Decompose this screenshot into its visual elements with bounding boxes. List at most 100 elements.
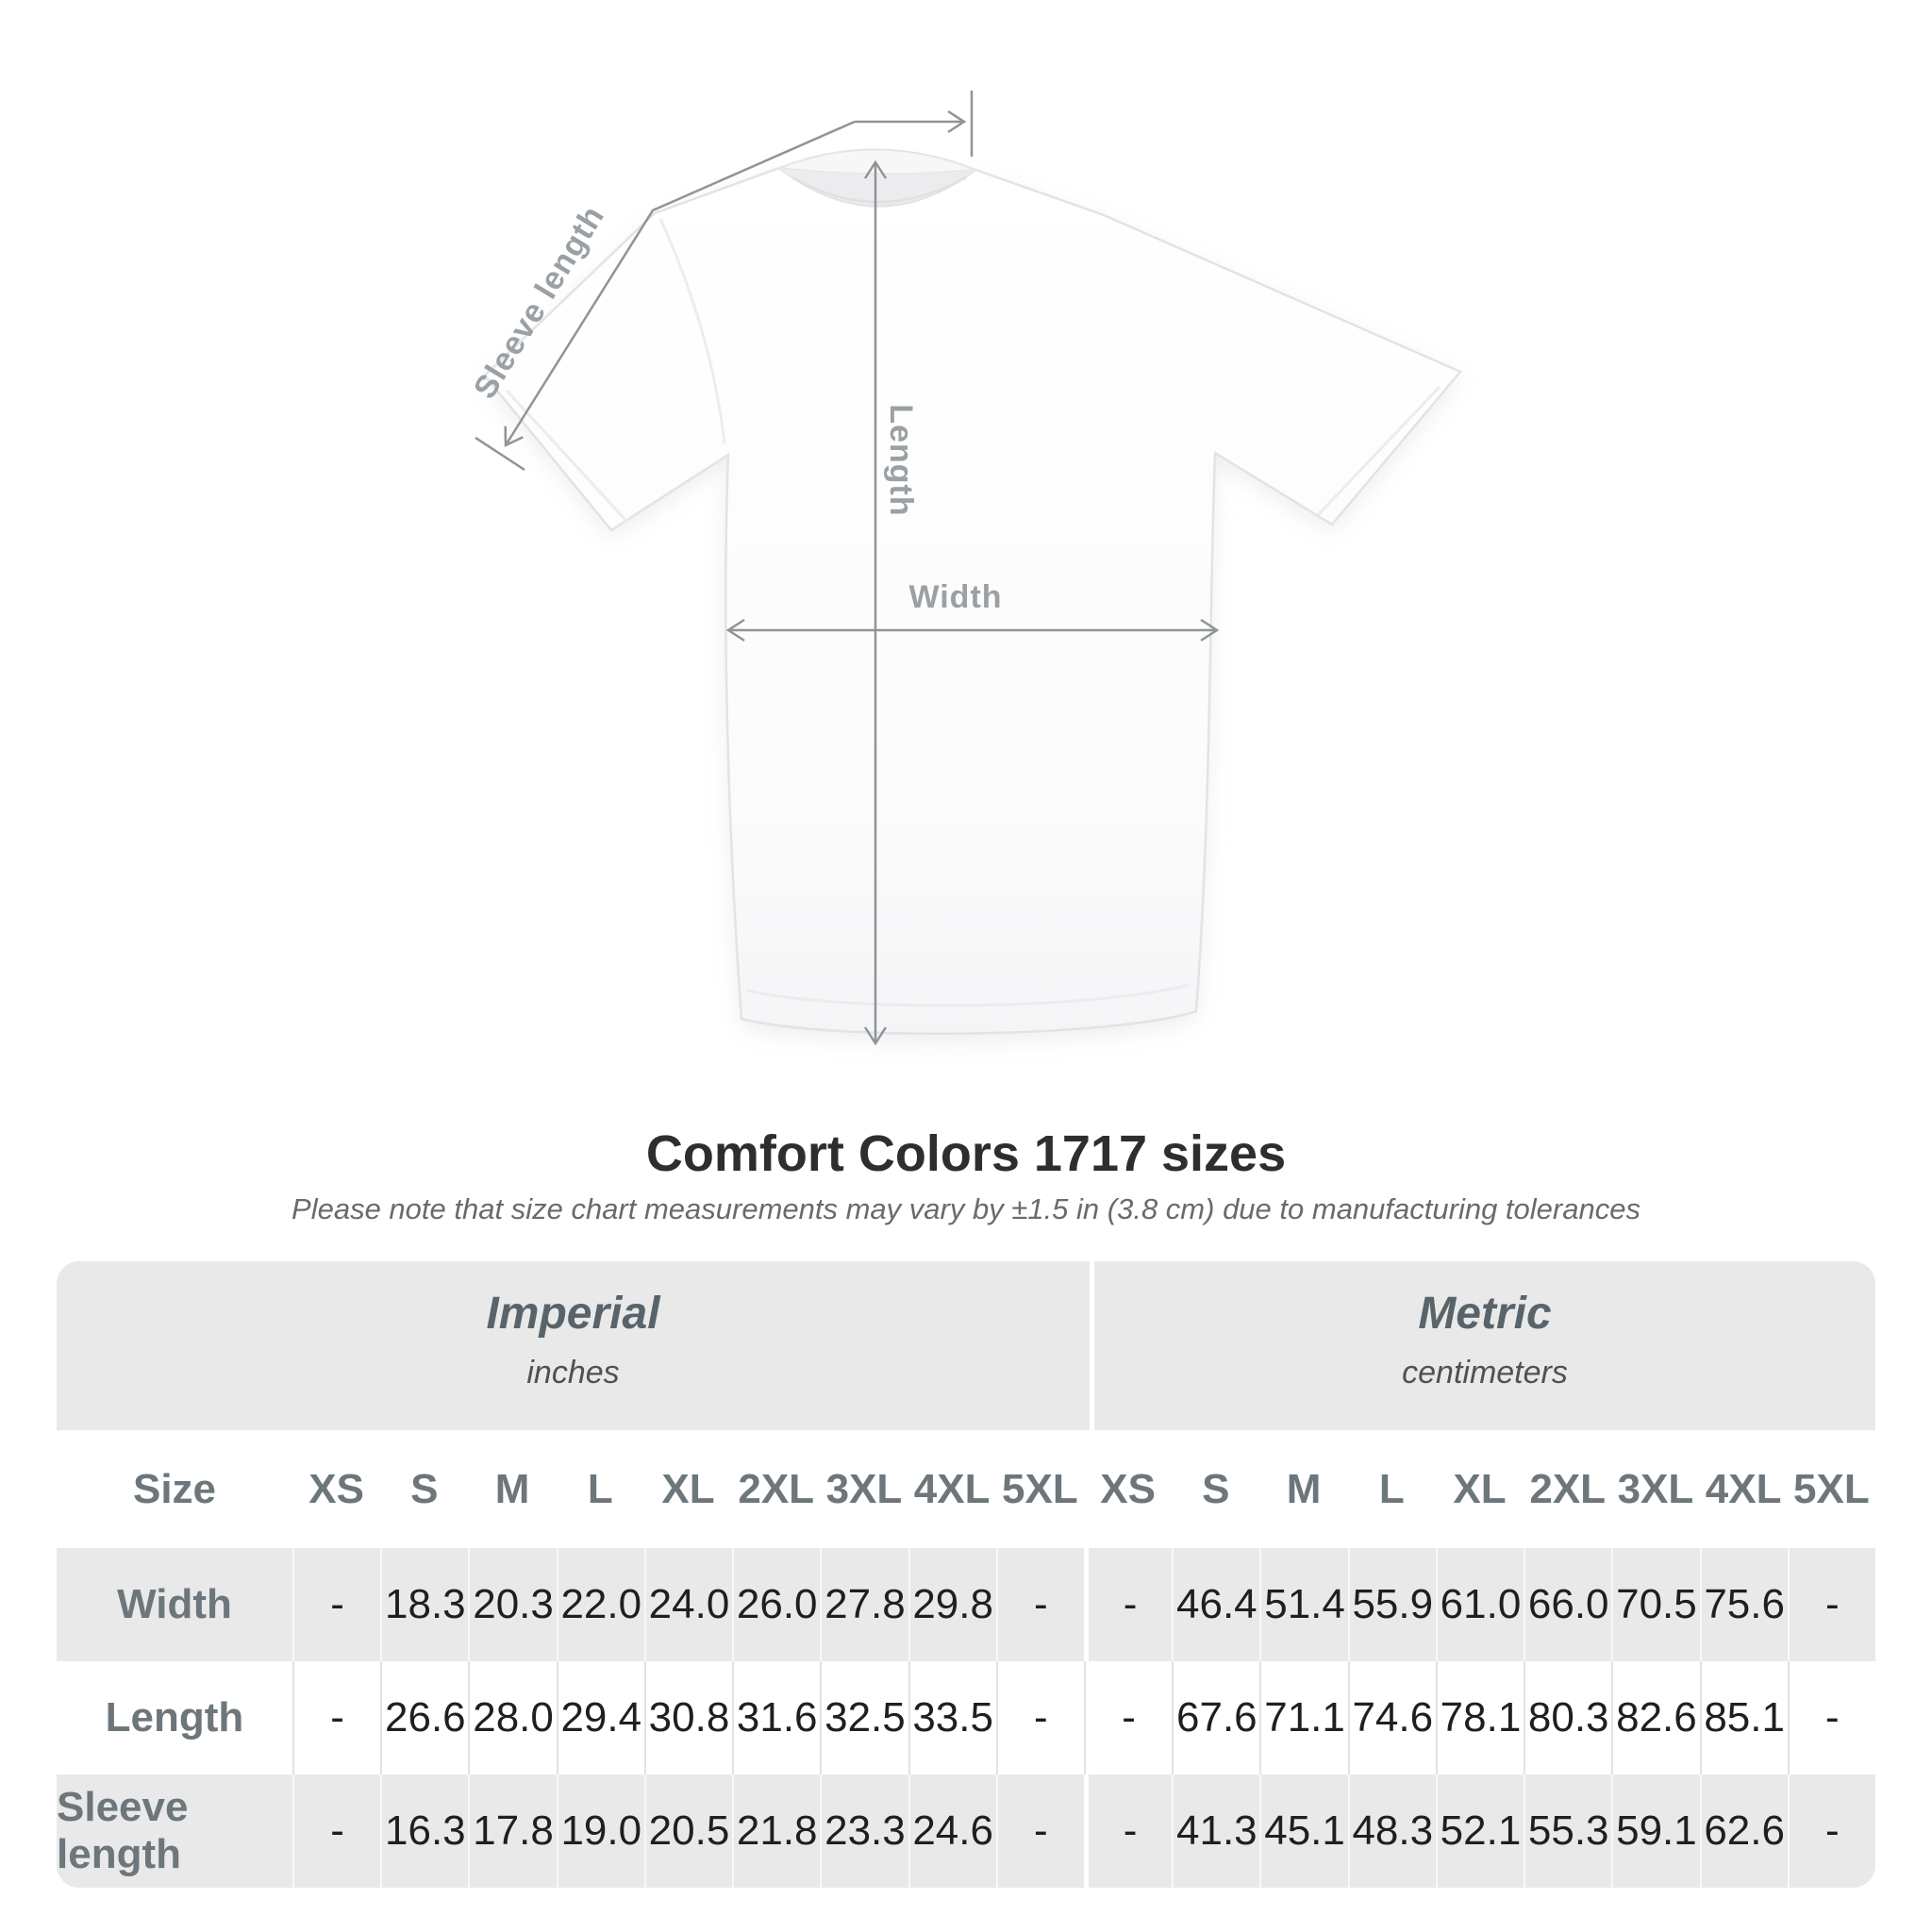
measure-row-sleeve-length: Sleeve length -16.3 17.8 19.0 20.5 21.8 23.3 2… (57, 1774, 1875, 1888)
length-label: Length (883, 404, 919, 516)
page-title: Comfort Colors 1717 sizes (645, 1125, 1287, 1182)
tshirt-collar-back (778, 148, 976, 175)
row-label-length: Length (105, 1694, 244, 1740)
measurement-value: 29.4 (556, 1661, 644, 1774)
measurement-value: 26.6 (380, 1661, 468, 1774)
sleeve-measure-diagonal (504, 120, 856, 446)
measurement-value: 59.1 (1611, 1774, 1699, 1888)
measurement-value: 22.0 (556, 1548, 644, 1661)
size-col-header: M (1286, 1465, 1322, 1512)
measurement-value: 62.6 (1699, 1774, 1788, 1888)
measurement-value: 46.4 (1172, 1548, 1259, 1661)
measurement-value: - (1787, 1774, 1875, 1888)
arrowhead-down-icon (863, 1026, 888, 1046)
tshirt-neck-opening (779, 168, 975, 206)
arrowhead-up-icon (863, 159, 888, 179)
measurement-value: 82.6 (1611, 1661, 1699, 1774)
size-col-header: 3XL (1617, 1465, 1694, 1512)
unit-header-band: Imperial inches Metric centimeters (57, 1261, 1875, 1430)
tshirt-collar-rib (791, 175, 967, 204)
measurement-value: 23.3 (820, 1774, 908, 1888)
arrowhead-right-icon (947, 109, 967, 134)
arrowhead-left-icon (725, 618, 745, 642)
size-col-header: L (587, 1465, 613, 1512)
size-col-header: XS (308, 1465, 364, 1512)
size-header-cell: Size (132, 1465, 217, 1512)
measurement-value: 74.6 (1347, 1661, 1436, 1774)
size-col-header: 5XL (1002, 1465, 1078, 1512)
tshirt-cuff-stitch-right (1316, 385, 1441, 517)
measurement-value: 48.3 (1347, 1774, 1436, 1888)
measurement-value: 78.1 (1435, 1661, 1524, 1774)
measurement-value: 17.8 (468, 1774, 556, 1888)
measurement-value: 28.0 (468, 1661, 556, 1774)
tshirt-sleeve-seam-left (658, 218, 726, 444)
measurement-value: 67.6 (1172, 1661, 1259, 1774)
measurement-value: - (292, 1548, 380, 1661)
measurement-value: 80.3 (1524, 1661, 1611, 1774)
measure-row-width: Width -18.3 20.3 22.0 24.0 26.0 27.8 29.8- -46.… (57, 1548, 1875, 1661)
size-col-header: S (1202, 1465, 1230, 1512)
measurement-value: 45.1 (1259, 1774, 1347, 1888)
measurement-value: 55.3 (1524, 1774, 1611, 1888)
measurement-value: 19.0 (556, 1774, 644, 1888)
imperial-label: Imperial (486, 1288, 660, 1339)
measurement-value: 51.4 (1259, 1548, 1347, 1661)
size-col-header: S (410, 1465, 439, 1512)
width-label: Width (908, 579, 1002, 615)
measurement-value: 31.6 (732, 1661, 820, 1774)
size-table: Imperial inches Metric centimeters Size … (57, 1261, 1875, 1888)
tshirt-hem-stitch (746, 983, 1190, 1008)
measurement-value: 24.0 (643, 1548, 732, 1661)
measurement-value: 33.5 (908, 1661, 996, 1774)
measure-row-length: Length -26.6 28.0 29.4 30.8 31.6 32.5 33.5- -67… (57, 1661, 1875, 1774)
measurement-value: 24.6 (908, 1774, 996, 1888)
measurement-value: 20.5 (643, 1774, 732, 1888)
measurement-value: 29.8 (908, 1548, 996, 1661)
measurement-value: 71.1 (1259, 1661, 1347, 1774)
measurement-value: - (1083, 1661, 1172, 1774)
size-col-header: M (494, 1465, 530, 1512)
measurement-value: - (292, 1661, 380, 1774)
size-col-header: 4XL (1705, 1465, 1782, 1512)
size-col-header: 2XL (1529, 1465, 1607, 1512)
measurement-value: 52.1 (1435, 1774, 1524, 1888)
unit-group-imperial: Imperial inches (57, 1261, 1090, 1430)
size-col-header: XL (1453, 1465, 1507, 1512)
arrowhead-right2-icon (1200, 618, 1220, 642)
size-col-header: XS (1100, 1465, 1156, 1512)
measurement-value: - (995, 1548, 1084, 1661)
measurement-value: 20.3 (468, 1548, 556, 1661)
arrowhead-sleeve-end-icon (504, 425, 524, 447)
measurement-value: 18.3 (380, 1548, 468, 1661)
row-label-width: Width (117, 1581, 232, 1627)
measurement-value: 27.8 (820, 1548, 908, 1661)
size-header-row: Size XS S M L XL 2XL 3XL 4XL 5XL XS S M L XL 2XL 3XL 4XL… (57, 1430, 1875, 1548)
measurement-value: - (995, 1774, 1084, 1888)
measurement-value: - (1083, 1774, 1172, 1888)
measurement-value: - (292, 1774, 380, 1888)
measurement-value: 70.5 (1611, 1548, 1699, 1661)
tshirt-diagram: Sleeve length Length Width (467, 91, 1463, 1046)
imperial-sublabel: inches (526, 1354, 620, 1391)
measurement-value: 16.3 (380, 1774, 468, 1888)
measurement-value: 61.0 (1435, 1548, 1524, 1661)
measurement-value: 32.5 (820, 1661, 908, 1774)
page-subtitle: Please note that size chart measurements… (291, 1192, 1641, 1225)
measurement-value: 21.8 (732, 1774, 820, 1888)
size-col-header: 5XL (1793, 1465, 1870, 1512)
size-col-header: 2XL (738, 1465, 815, 1512)
measurement-value: - (1787, 1548, 1875, 1661)
measurement-value: 85.1 (1699, 1661, 1788, 1774)
unit-band-divider (1090, 1261, 1094, 1430)
sleeve-measure-tick-end (475, 436, 525, 472)
measurement-value: - (1787, 1661, 1875, 1774)
metric-label: Metric (1418, 1288, 1552, 1339)
metric-sublabel: centimeters (1402, 1354, 1568, 1391)
measurement-value: 55.9 (1347, 1548, 1436, 1661)
unit-group-metric: Metric centimeters (1094, 1261, 1875, 1430)
row-label-sleeve-length: Sleeve length (57, 1784, 189, 1877)
size-col-header: 3XL (825, 1465, 903, 1512)
measurement-value: - (1083, 1548, 1172, 1661)
